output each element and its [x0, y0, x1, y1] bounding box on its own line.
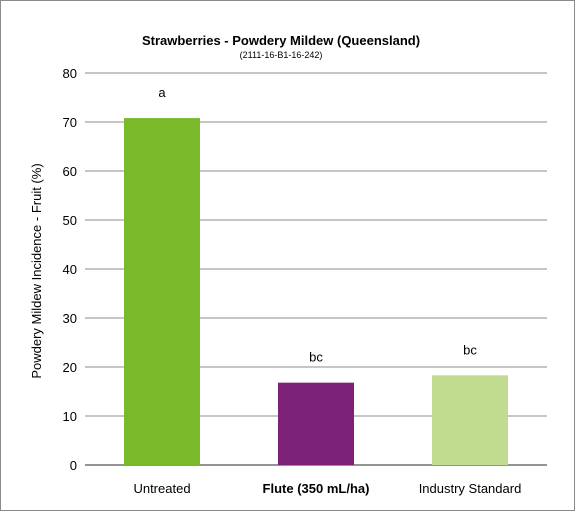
y-tick-label: 60 [63, 164, 77, 179]
data-label: a [158, 85, 166, 100]
y-tick-label: 30 [63, 311, 77, 326]
y-tick-label: 80 [63, 66, 77, 81]
data-label: bc [463, 342, 477, 357]
chart-subtitle: (2111-16-B1-16-242) [240, 50, 323, 60]
y-tick-label: 50 [63, 213, 77, 228]
bars [124, 118, 508, 465]
y-tick-label: 10 [63, 409, 77, 424]
bar [124, 118, 200, 465]
y-tick-label: 0 [70, 458, 77, 473]
data-label: bc [309, 350, 323, 365]
x-category-label: Industry Standard [419, 481, 522, 496]
bar [278, 382, 354, 465]
y-tick-label: 20 [63, 360, 77, 375]
y-tick-label: 40 [63, 262, 77, 277]
x-category-label: Untreated [133, 481, 190, 496]
bar [432, 375, 508, 465]
y-axis-ticks: 0 10 20 30 40 50 60 70 80 [63, 66, 77, 473]
data-labels: a bc bc [158, 85, 477, 365]
x-axis-categories: Untreated Flute (350 mL/ha) Industry Stand… [133, 481, 521, 496]
y-axis-label: Powdery Mildew Incidence - Fruit (%) [29, 163, 44, 378]
chart-title: Strawberries - Powdery Mildew (Queenslan… [142, 33, 420, 48]
x-category-label: Flute (350 mL/ha) [263, 481, 370, 496]
y-tick-label: 70 [63, 115, 77, 130]
